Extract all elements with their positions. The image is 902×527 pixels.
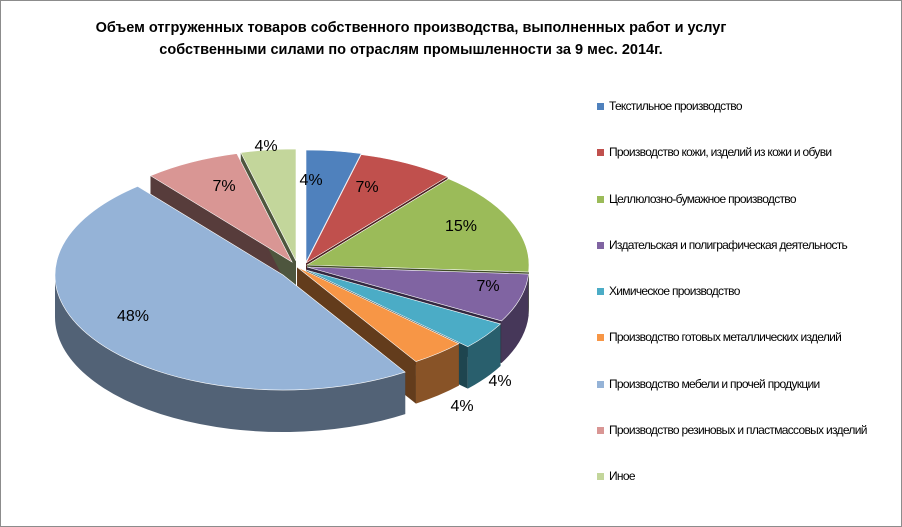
pie-label-3: 7% <box>476 278 499 295</box>
pie-slice-0 <box>305 149 362 263</box>
chart-title-line-2: собственными силами по отраслям промышле… <box>159 42 663 58</box>
pie-slice-3 <box>306 266 529 322</box>
pie-slice-8 <box>240 148 297 262</box>
legend-swatch-5 <box>597 334 604 342</box>
legend-swatch-3 <box>597 241 604 249</box>
chart-title: Объем отгруженных товаров собственного п… <box>61 17 761 61</box>
chart-legend: Текстильное производство Производство кож… <box>597 99 867 516</box>
pie-label-8: 4% <box>254 138 277 155</box>
pie-label-2: 15% <box>445 218 477 235</box>
pie-slice-5 <box>296 266 460 362</box>
legend-item-6: Производство мебели и прочей продукции <box>597 377 867 423</box>
pie-slice-7 <box>149 153 293 263</box>
pie-label-7: 7% <box>212 178 235 195</box>
legend-item-8: Иное <box>597 469 867 515</box>
pie-slice-6 <box>54 186 406 391</box>
legend-swatch-4 <box>597 288 604 296</box>
pie-label-1: 7% <box>355 179 378 196</box>
legend-swatch-8 <box>597 473 604 481</box>
legend-swatch-7 <box>597 427 604 435</box>
legend-label-7: Производство резиновых и пластмассовых и… <box>609 423 867 438</box>
pie-label-5: 4% <box>450 398 473 415</box>
legend-label-2: Целлюлозно-бумажное производство <box>609 191 797 206</box>
pie-slice-4 <box>305 269 502 348</box>
pie-slice-2 <box>305 178 530 273</box>
legend-label-8: Иное <box>609 469 636 484</box>
legend-item-2: Целлюлозно-бумажное производство <box>597 192 867 238</box>
legend-item-3: Издательская и полиграфическая деятельно… <box>597 238 867 284</box>
legend-label-1: Производство кожи, изделий из кожи и обу… <box>609 145 832 160</box>
legend-label-6: Производство мебели и прочей продукции <box>609 376 820 391</box>
pie-labels: 4% 7% 15% 7% 4% 4% 48% 7% 4% <box>117 138 512 415</box>
pie-label-0: 4% <box>299 172 322 189</box>
legend-item-7: Производство резиновых и пластмассовых и… <box>597 423 867 469</box>
legend-item-4: Химическое производство <box>597 284 867 330</box>
pie-slices <box>54 148 530 391</box>
pie-label-4: 4% <box>488 373 511 390</box>
legend-item-5: Производство готовых металлических издел… <box>597 330 867 376</box>
legend-item-1: Производство кожи, изделий из кожи и обу… <box>597 145 867 191</box>
legend-swatch-1 <box>597 149 604 157</box>
chart-title-line-1: Объем отгруженных товаров собственного п… <box>95 20 727 36</box>
pie-label-6: 48% <box>117 308 149 325</box>
legend-item-0: Текстильное производство <box>597 99 867 145</box>
legend-label-5: Производство готовых металлических издел… <box>609 330 842 345</box>
legend-swatch-6 <box>597 380 604 388</box>
legend-swatch-2 <box>597 195 604 203</box>
legend-label-3: Издательская и полиграфическая деятельно… <box>609 237 848 252</box>
legend-label-4: Химическое производство <box>609 284 740 299</box>
pie-slice-1 <box>305 154 449 264</box>
legend-label-0: Текстильное производство <box>609 99 742 113</box>
legend-swatch-0 <box>597 103 604 110</box>
